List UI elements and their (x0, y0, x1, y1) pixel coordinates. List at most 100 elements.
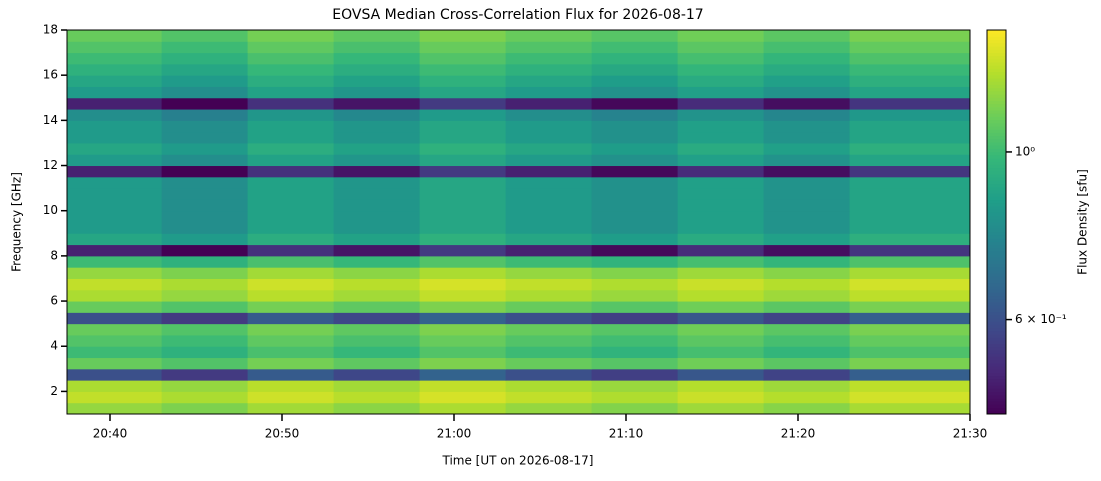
heatmap-cell (763, 380, 851, 392)
heatmap-cell (419, 210, 507, 223)
heatmap-cell (247, 346, 335, 359)
colorbar-segment (987, 90, 1006, 95)
heatmap-cell (849, 86, 971, 99)
heatmap-cell (677, 334, 765, 347)
heatmap-cell (161, 357, 249, 370)
heatmap-cell (505, 402, 593, 415)
heatmap-cell (763, 312, 851, 325)
colorbar-segment (987, 142, 1006, 146)
heatmap-cell (247, 41, 335, 54)
colorbar-segment (987, 302, 1006, 306)
heatmap-cell (677, 346, 765, 359)
colorbar-segment (987, 215, 1006, 220)
y-tick-label: 16 (43, 68, 58, 82)
heatmap-cell (247, 323, 335, 336)
heatmap-cell (333, 120, 421, 133)
heatmap-cell (247, 233, 335, 246)
heatmap-cell (849, 267, 971, 279)
heatmap-cell (763, 41, 851, 54)
heatmap-cell (505, 357, 593, 370)
heatmap-cell (419, 165, 507, 178)
colorbar-segment (987, 407, 1006, 412)
heatmap-cell (849, 391, 971, 404)
x-tick-label: 20:50 (265, 427, 300, 441)
heatmap-cell (67, 334, 163, 347)
heatmap-cell (849, 154, 971, 167)
heatmap-cell (67, 289, 163, 302)
heatmap-cell (849, 165, 971, 178)
heatmap-cell (247, 188, 335, 200)
heatmap-cell (333, 97, 421, 110)
heatmap-cell (591, 267, 679, 279)
heatmap-cell (161, 86, 249, 99)
heatmap-cell (333, 357, 421, 370)
colorbar-segment (987, 270, 1006, 274)
y-tick-label: 8 (50, 248, 58, 262)
heatmap-cell (333, 334, 421, 347)
heatmap-cell (505, 380, 593, 392)
heatmap-cell (419, 391, 507, 404)
colorbar-segment (987, 375, 1006, 380)
heatmap-cell (247, 278, 335, 291)
heatmap-cell (161, 188, 249, 200)
colorbar-segment (987, 148, 1006, 153)
heatmap-cell (591, 312, 679, 325)
heatmap-cell (67, 233, 163, 246)
colorbar-segment (987, 254, 1006, 258)
colorbar-segment (987, 391, 1006, 396)
heatmap-cell (677, 165, 765, 178)
x-tick-label: 21:30 (953, 427, 988, 441)
heatmap-cell (67, 357, 163, 370)
heatmap-cell (849, 188, 971, 200)
heatmap-cell (591, 233, 679, 246)
colorbar-segment (987, 330, 1006, 335)
heatmap-cell (67, 267, 163, 279)
heatmap-cell (849, 120, 971, 133)
heatmap-cell (67, 301, 163, 313)
heatmap-cell (763, 63, 851, 76)
colorbar-segment (987, 225, 1006, 229)
heatmap-cell (763, 357, 851, 370)
colorbar-segment (987, 279, 1006, 284)
heatmap-cell (161, 346, 249, 359)
colorbar-segment (987, 190, 1006, 194)
colorbar-segment (987, 228, 1006, 233)
heatmap-cell (247, 255, 335, 268)
heatmap-cell (849, 402, 971, 415)
heatmap-cell (67, 109, 163, 121)
heatmap-cell (67, 199, 163, 212)
y-tick-label: 18 (43, 23, 58, 37)
colorbar-segment (987, 97, 1006, 101)
heatmap-cell (849, 41, 971, 54)
heatmap-cell (67, 222, 163, 234)
heatmap-cell (247, 176, 335, 189)
colorbar-segment (987, 334, 1006, 338)
heatmap-cell (677, 30, 765, 42)
heatmap-cell (763, 402, 851, 415)
colorbar-segment (987, 401, 1006, 405)
heatmap-cell (591, 278, 679, 291)
colorbar-segment (987, 244, 1006, 249)
heatmap-cell (677, 210, 765, 223)
heatmap-cell (419, 176, 507, 189)
heatmap-cell (419, 199, 507, 212)
heatmap-cell (161, 142, 249, 155)
colorbar-segment (987, 289, 1006, 293)
heatmap-cell (247, 380, 335, 392)
colorbar-segment (987, 218, 1006, 223)
colorbar-segment (987, 343, 1006, 348)
heatmap-cell (67, 244, 163, 257)
heatmap-cell (247, 154, 335, 167)
heatmap-cell (763, 255, 851, 268)
heatmap-cell (161, 30, 249, 42)
heatmap-cell (247, 244, 335, 257)
colorbar-segment (987, 186, 1006, 191)
heatmap-cell (419, 334, 507, 347)
heatmap-cell (247, 142, 335, 155)
heatmap-cell (505, 131, 593, 144)
colorbar-segment (987, 174, 1006, 178)
colorbar-segment (987, 410, 1006, 415)
heatmap-cell (333, 380, 421, 392)
colorbar-segment (987, 62, 1006, 66)
colorbar-segment (987, 132, 1006, 137)
